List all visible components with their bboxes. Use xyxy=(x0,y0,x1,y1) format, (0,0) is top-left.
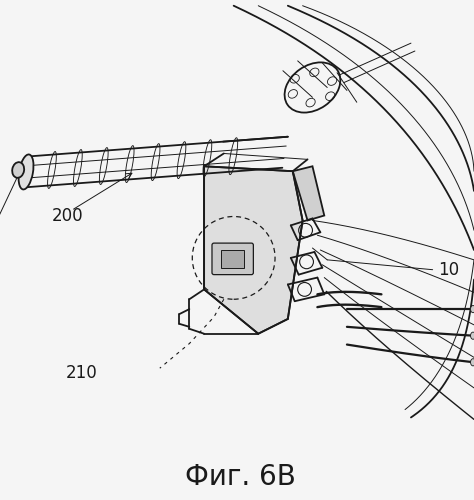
FancyBboxPatch shape xyxy=(212,243,254,274)
Text: 200: 200 xyxy=(52,206,83,224)
Ellipse shape xyxy=(471,306,474,312)
Ellipse shape xyxy=(18,154,34,190)
Text: Фиг. 6В: Фиг. 6В xyxy=(185,462,296,490)
Ellipse shape xyxy=(471,358,474,366)
Text: 210: 210 xyxy=(66,364,98,382)
FancyBboxPatch shape xyxy=(221,250,245,268)
Text: 10: 10 xyxy=(438,260,460,278)
Polygon shape xyxy=(293,166,324,220)
Ellipse shape xyxy=(12,162,24,178)
Polygon shape xyxy=(204,166,302,334)
Ellipse shape xyxy=(471,332,474,340)
